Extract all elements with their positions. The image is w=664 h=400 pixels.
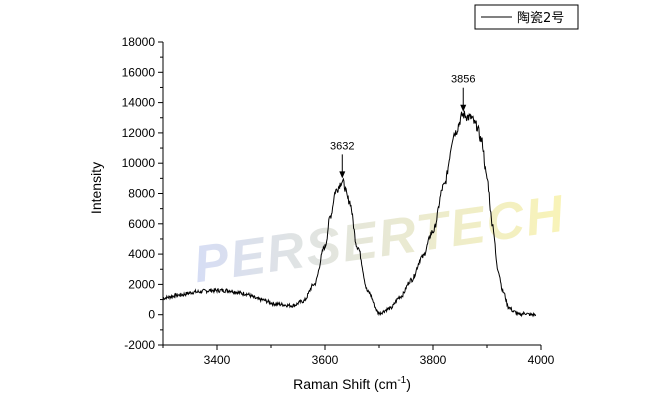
y-tick-label: 2000 — [128, 277, 155, 291]
x-tick-label: 4000 — [528, 353, 555, 367]
spectrum-line — [162, 110, 537, 318]
x-tick-label: 3400 — [204, 353, 231, 367]
y-tick-label: -2000 — [124, 338, 155, 352]
x-axis-title-superscript: -1 — [397, 375, 406, 386]
x-tick-label: 3600 — [312, 353, 339, 367]
annotation-label-3856: 3856 — [451, 74, 475, 86]
x-tick-label: 3800 — [420, 353, 447, 367]
x-axis-title: Raman Shift (cm-1) — [293, 375, 411, 392]
y-tick-label: 12000 — [122, 126, 156, 140]
series-group — [162, 110, 537, 318]
y-tick-label: 14000 — [122, 96, 156, 110]
y-tick-label: 8000 — [128, 187, 155, 201]
legend-entry-label: 陶瓷2号 — [517, 10, 564, 26]
y-tick-label: 10000 — [122, 156, 156, 170]
annotation-arrowhead-3856 — [460, 104, 467, 112]
y-tick-label: 0 — [148, 308, 155, 322]
watermark-logo: PERSERTECH — [190, 185, 569, 295]
axes-frame — [162, 42, 541, 346]
y-ticks: -2000 0 2000 4000 6000 8000 10000 12000 14000 160… — [122, 35, 163, 352]
y-tick-label: 4000 — [128, 247, 155, 261]
y-tick-label: 18000 — [122, 35, 156, 49]
x-ticks: 3400 3600 3800 4000 — [162, 345, 555, 367]
annotation-label-3632: 3632 — [330, 140, 354, 152]
y-tick-label: 16000 — [122, 65, 156, 79]
annotation-arrowhead-3632 — [339, 171, 346, 179]
y-tick-label: 6000 — [128, 217, 155, 231]
y-axis-title: Intensity — [88, 162, 104, 214]
annotations: 3632 3856 — [330, 74, 475, 179]
legend: 陶瓷2号 — [474, 4, 579, 30]
